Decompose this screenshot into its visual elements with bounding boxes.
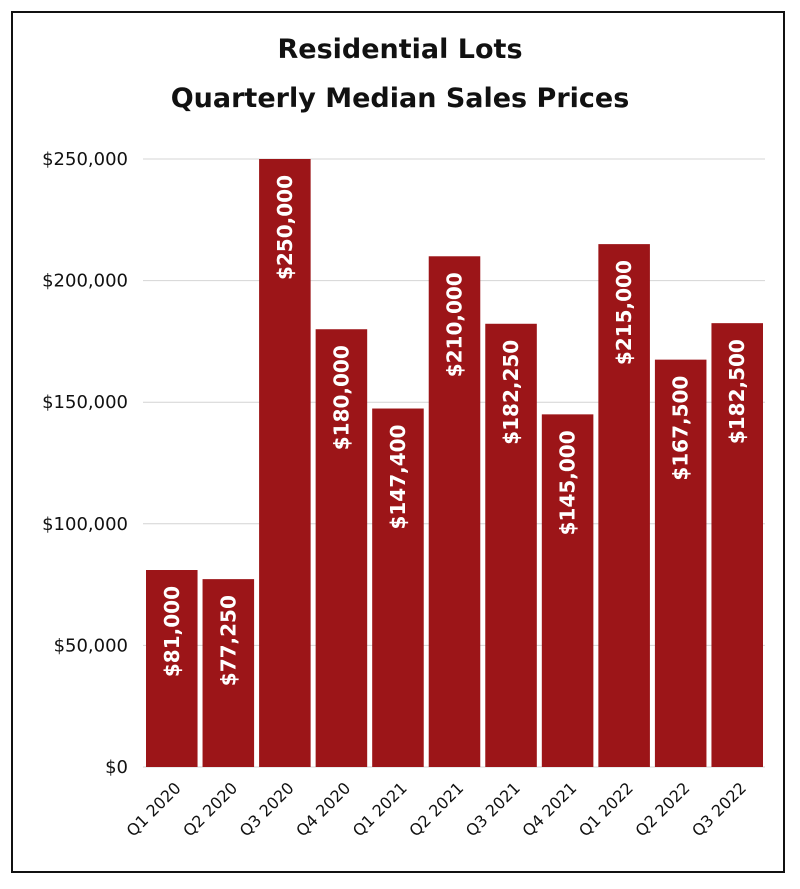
- bar-value-label: $250,000: [273, 175, 297, 280]
- x-tick-label: Q3 2022: [688, 778, 750, 840]
- bars: $81,000 $77,250 $250,000 $180,000 $147,400 $2…: [146, 159, 763, 767]
- x-tick-label: Q4 2021: [518, 778, 580, 840]
- x-tick-label: Q1 2020: [123, 778, 185, 840]
- bar: [315, 329, 368, 767]
- bar: [711, 323, 763, 767]
- y-tick-label: $50,000: [54, 635, 128, 656]
- y-axis: $0 $50,000 $100,000 $150,000 $200,000 $250,00…: [42, 149, 128, 778]
- x-tick-label: Q1 2022: [575, 778, 637, 840]
- chart-title: Residential Lots: [277, 34, 523, 65]
- x-tick-label: Q4 2020: [292, 778, 354, 840]
- y-tick-label: $250,000: [42, 149, 128, 170]
- bar: [202, 579, 255, 767]
- bar: [541, 414, 594, 767]
- y-tick-label: $0: [105, 757, 128, 778]
- bar-value-label: $210,000: [443, 272, 467, 377]
- bar-value-label: $81,000: [160, 586, 184, 677]
- y-tick-label: $200,000: [42, 271, 128, 292]
- bar: [146, 570, 198, 767]
- x-tick-label: Q3 2021: [462, 778, 524, 840]
- bar: [598, 244, 650, 767]
- bar-value-label: $145,000: [556, 430, 580, 535]
- x-tick-label: Q2 2020: [179, 778, 241, 840]
- bar: [259, 159, 311, 767]
- bar-value-label: $77,250: [216, 595, 240, 686]
- x-tick-label: Q2 2021: [405, 778, 467, 840]
- x-tick-label: Q3 2020: [236, 778, 298, 840]
- bar-value-label: $215,000: [612, 260, 636, 365]
- y-tick-label: $150,000: [42, 392, 128, 413]
- bar-value-label: $147,400: [386, 425, 410, 530]
- bar: [485, 323, 537, 767]
- chart-subtitle: Quarterly Median Sales Prices: [170, 83, 630, 114]
- bar-value-label: $180,000: [329, 345, 353, 450]
- y-tick-label: $100,000: [42, 514, 128, 535]
- x-tick-label: Q1 2021: [349, 778, 411, 840]
- bar: [654, 359, 707, 767]
- bar-value-label: $182,500: [725, 339, 749, 444]
- bar-value-label: $182,250: [499, 340, 523, 445]
- bar-value-label: $167,500: [669, 376, 693, 481]
- bar: [372, 408, 424, 767]
- x-tick-label: Q2 2022: [632, 778, 694, 840]
- bar: [428, 256, 481, 767]
